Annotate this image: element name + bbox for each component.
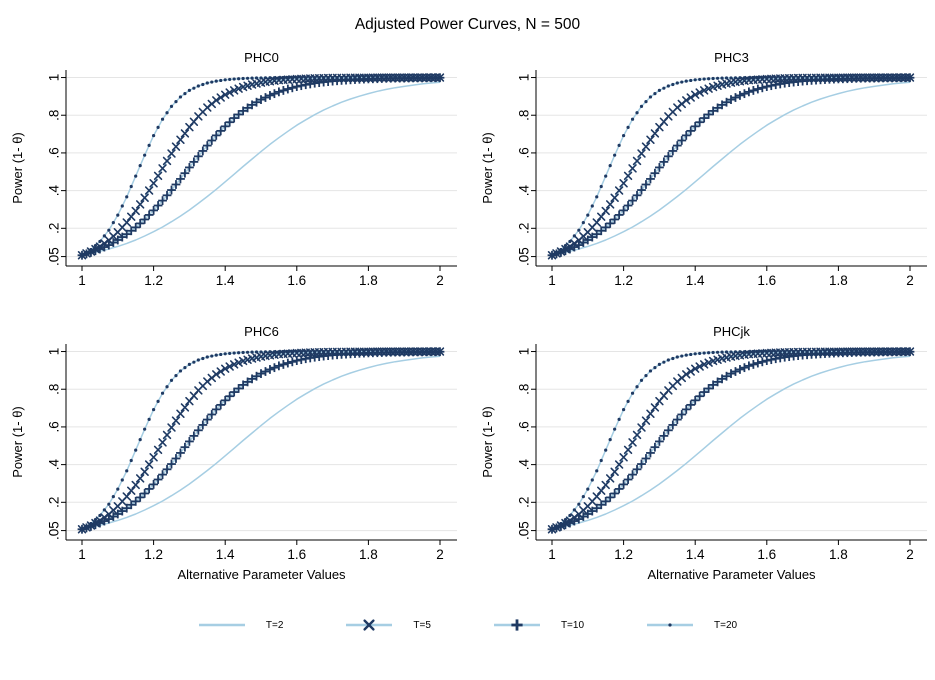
svg-text:.8: .8 bbox=[517, 384, 532, 395]
svg-text:1.4: 1.4 bbox=[216, 547, 235, 562]
svg-text:Power (1- θ): Power (1- θ) bbox=[10, 132, 25, 204]
chart-phc0: PHC0 .05 .2 .4 .6 .8 1 1 1.2 1.4 1.6 1.8 2 Power (1- … bbox=[10, 50, 457, 288]
svg-text:.2: .2 bbox=[47, 223, 62, 234]
legend-label-t5: T=5 bbox=[413, 619, 431, 631]
legend: T=2 T=5 T=10 T=20 bbox=[0, 618, 935, 632]
svg-text:.6: .6 bbox=[47, 147, 62, 158]
chart-phc3: PHC3 .05 .2 .4 .6 .8 1 1 1.2 1.4 1.6 1.8 2 Power (1- … bbox=[480, 50, 927, 288]
svg-text:1.4: 1.4 bbox=[216, 273, 235, 288]
svg-text:.4: .4 bbox=[47, 184, 62, 196]
svg-text:1.8: 1.8 bbox=[359, 273, 378, 288]
svg-text:2: 2 bbox=[906, 273, 914, 288]
svg-text:1.2: 1.2 bbox=[144, 547, 163, 562]
panel-phc3: PHC3 .05 .2 .4 .6 .8 1 1 1.2 1.4 1.6 1.8 2 Power (1- … bbox=[478, 48, 935, 290]
svg-text:1.2: 1.2 bbox=[144, 273, 163, 288]
svg-text:1.4: 1.4 bbox=[686, 547, 705, 562]
svg-text:1.6: 1.6 bbox=[287, 547, 306, 562]
svg-text:Alternative Parameter Values: Alternative Parameter Values bbox=[647, 567, 816, 582]
svg-text:.05: .05 bbox=[517, 247, 532, 266]
legend-item-t5: T=5 bbox=[345, 618, 431, 632]
svg-text:PHCjk: PHCjk bbox=[713, 324, 750, 339]
svg-text:2: 2 bbox=[436, 273, 444, 288]
svg-text:.6: .6 bbox=[47, 421, 62, 432]
svg-text:.2: .2 bbox=[47, 497, 62, 508]
svg-text:1.8: 1.8 bbox=[359, 547, 378, 562]
svg-text:.4: .4 bbox=[517, 458, 532, 470]
svg-text:PHC3: PHC3 bbox=[714, 50, 749, 65]
legend-line-t20-icon bbox=[647, 623, 694, 627]
svg-text:1: 1 bbox=[78, 273, 86, 288]
svg-text:.05: .05 bbox=[47, 521, 62, 540]
svg-text:1.8: 1.8 bbox=[829, 273, 848, 288]
chart-phc6: PHC6 .05 .2 .4 .6 .8 1 1 1.2 1.4 1.6 1.8 2 Power (1- … bbox=[10, 324, 457, 582]
svg-text:1.6: 1.6 bbox=[757, 547, 776, 562]
svg-text:.2: .2 bbox=[517, 497, 532, 508]
svg-text:.6: .6 bbox=[517, 421, 532, 432]
svg-text:2: 2 bbox=[906, 547, 914, 562]
svg-text:1.8: 1.8 bbox=[829, 547, 848, 562]
legend-line-t2-icon bbox=[198, 623, 245, 627]
svg-text:1.2: 1.2 bbox=[614, 547, 633, 562]
figure-title: Adjusted Power Curves, N = 500 bbox=[354, 16, 581, 33]
svg-text:PHC6: PHC6 bbox=[244, 324, 279, 339]
svg-text:1.4: 1.4 bbox=[686, 273, 705, 288]
svg-text:.2: .2 bbox=[517, 223, 532, 234]
svg-text:1: 1 bbox=[47, 74, 62, 82]
legend-label-t2: T=2 bbox=[265, 619, 284, 631]
svg-text:Power (1- θ): Power (1- θ) bbox=[480, 406, 495, 478]
legend-line-t5-icon bbox=[346, 619, 393, 631]
svg-text:Power (1- θ): Power (1- θ) bbox=[480, 132, 495, 204]
svg-text:.8: .8 bbox=[47, 110, 62, 121]
legend-item-t2: T=2 bbox=[198, 618, 284, 632]
svg-text:.8: .8 bbox=[47, 384, 62, 395]
svg-text:1: 1 bbox=[47, 348, 62, 356]
svg-text:.05: .05 bbox=[47, 247, 62, 266]
svg-text:1: 1 bbox=[78, 547, 86, 562]
svg-text:1: 1 bbox=[548, 273, 556, 288]
panel-phcjk: PHCjk .05 .2 .4 .6 .8 1 1 1.2 1.4 1.6 1.8 2 Power (1-… bbox=[478, 322, 935, 586]
svg-text:Alternative Parameter Values: Alternative Parameter Values bbox=[177, 567, 346, 582]
svg-text:.6: .6 bbox=[517, 147, 532, 158]
panel-phc0: PHC0 .05 .2 .4 .6 .8 1 1 1.2 1.4 1.6 1.8 2 Power (1- … bbox=[8, 48, 465, 290]
legend-item-t10: T=10 bbox=[493, 618, 584, 632]
svg-text:.4: .4 bbox=[517, 184, 532, 196]
svg-text:2: 2 bbox=[436, 547, 444, 562]
svg-text:1.6: 1.6 bbox=[287, 273, 306, 288]
svg-text:.8: .8 bbox=[517, 110, 532, 121]
svg-text:.05: .05 bbox=[517, 521, 532, 540]
legend-label-t20: T=20 bbox=[714, 619, 738, 631]
svg-text:.4: .4 bbox=[47, 458, 62, 470]
svg-text:1: 1 bbox=[517, 74, 532, 82]
svg-text:1.6: 1.6 bbox=[757, 273, 776, 288]
svg-text:1: 1 bbox=[517, 348, 532, 356]
legend-label-t10: T=10 bbox=[560, 619, 585, 631]
svg-text:PHC0: PHC0 bbox=[244, 50, 279, 65]
legend-item-t20: T=20 bbox=[646, 618, 737, 632]
svg-text:Power (1- θ): Power (1- θ) bbox=[10, 406, 25, 478]
chart-phcjk: PHCjk .05 .2 .4 .6 .8 1 1 1.2 1.4 1.6 1.8 2 Power (1-… bbox=[480, 324, 927, 582]
panel-phc6: PHC6 .05 .2 .4 .6 .8 1 1 1.2 1.4 1.6 1.8 2 Power (1- … bbox=[8, 322, 465, 586]
svg-text:1.2: 1.2 bbox=[614, 273, 633, 288]
legend-line-t10-icon bbox=[493, 619, 540, 631]
svg-text:1: 1 bbox=[548, 547, 556, 562]
